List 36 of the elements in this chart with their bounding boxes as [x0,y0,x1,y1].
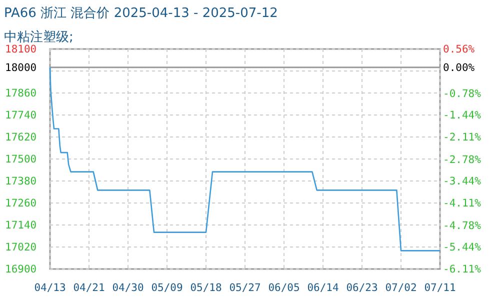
line-series [49,66,441,252]
y2-tick-label: -6.11% [443,264,482,276]
y2-tick-label: -3.44% [443,176,482,188]
y2-tick-label: -0.78% [443,88,482,100]
x-tick-label: 04/13 [34,282,66,294]
x-tick-label: 07/02 [385,282,417,294]
y2-tick-label: -5.44% [443,242,482,254]
y2-tick-label: 0.56% [443,44,476,56]
y-tick-label: 16900 [5,264,37,276]
x-tick-label: 05/09 [151,282,183,294]
y2-tick-label: -4.11% [443,198,482,210]
y2-tick-label: -4.78% [443,220,482,232]
y-tick-label: 17620 [5,132,37,144]
x-tick-label: 04/30 [112,282,144,294]
y-tick-label: 17740 [5,110,37,122]
x-tick-label: 04/21 [73,282,105,294]
y2-tick-label: -2.78% [443,154,482,166]
x-tick-label: 06/05 [268,282,300,294]
y-tick-label: 18100 [5,44,37,56]
y-tick-label: 17260 [5,198,37,210]
chart-title: PA66 浙江 混合价 2025-04-13 - 2025-07-12 [4,6,278,21]
y-tick-label: 17020 [5,242,37,254]
x-tick-label: 06/23 [346,282,378,294]
x-tick-label: 07/11 [424,282,456,294]
x-tick-label: 05/18 [190,282,222,294]
chart-subtitle: 中粘注塑级; [4,29,74,45]
y-tick-label: 17860 [5,88,37,100]
y-tick-label: 17380 [5,176,37,188]
y-tick-label: 17140 [5,220,37,232]
x-tick-label: 05/27 [229,282,261,294]
y-tick-label: 17500 [5,154,37,166]
y-tick-label: 18000 [5,62,37,74]
y2-tick-label: -1.44% [443,110,482,122]
y2-tick-label: -2.11% [443,132,482,144]
y2-tick-label: 0.00% [443,62,476,74]
x-tick-label: 06/14 [307,282,339,294]
